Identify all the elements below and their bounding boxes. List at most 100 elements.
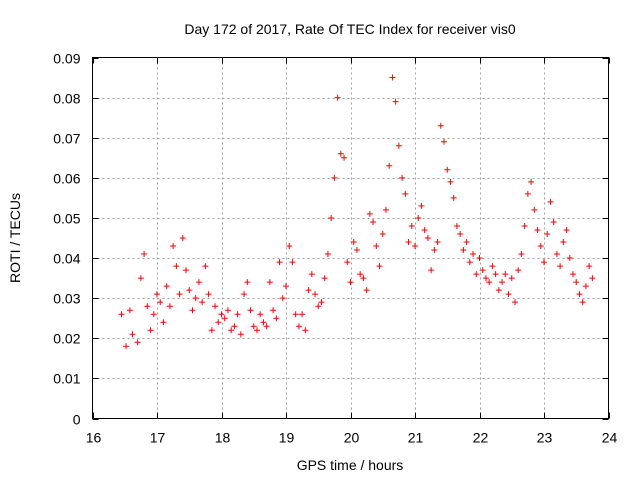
- y-tick-label: 0.08: [53, 91, 80, 107]
- data-point: [234, 311, 241, 318]
- data-point: [199, 299, 206, 306]
- data-point: [170, 243, 177, 250]
- data-point: [550, 218, 557, 225]
- data-point: [366, 210, 373, 217]
- data-point: [434, 239, 441, 246]
- data-point: [321, 275, 328, 282]
- data-point: [308, 271, 315, 278]
- y-tick-label: 0.02: [53, 331, 80, 347]
- data-point: [505, 291, 512, 298]
- x-tick-label: 22: [473, 430, 489, 446]
- y-tick-label: 0.03: [53, 291, 80, 307]
- x-tick-label: 17: [150, 430, 166, 446]
- data-point: [263, 323, 270, 330]
- data-point: [344, 259, 351, 266]
- data-point: [431, 247, 438, 254]
- x-tick-label: 20: [344, 430, 360, 446]
- data-point: [547, 198, 554, 205]
- data-point: [521, 222, 528, 229]
- data-point: [399, 174, 406, 181]
- data-point: [386, 162, 393, 169]
- y-tick-label: 0.01: [53, 371, 80, 387]
- data-point: [582, 283, 589, 290]
- y-tick-label: 0.09: [53, 51, 80, 67]
- data-point: [415, 214, 422, 221]
- data-point: [586, 263, 593, 270]
- data-point: [412, 243, 418, 250]
- grid-lines: [92, 57, 609, 419]
- data-point: [179, 235, 186, 241]
- data-point: [154, 291, 160, 298]
- y-tick-label: 0.07: [53, 131, 80, 147]
- data-point: [231, 323, 238, 330]
- data-point: [129, 331, 136, 338]
- data-point: [479, 267, 486, 274]
- data-point: [331, 174, 338, 181]
- data-point: [444, 166, 451, 173]
- x-tick-labels: 16 17 18 19 20 21 22 23 24: [86, 430, 618, 446]
- x-tick-label: 18: [215, 430, 231, 446]
- data-point: [166, 303, 173, 310]
- data-points: [118, 74, 596, 350]
- data-point: [144, 303, 151, 310]
- data-point: [541, 259, 547, 266]
- data-point: [176, 291, 183, 298]
- data-point: [463, 239, 470, 246]
- y-axis-label: ROTI / TECUs: [7, 193, 23, 283]
- data-point: [421, 226, 428, 233]
- data-point: [118, 311, 125, 318]
- data-point: [441, 138, 448, 145]
- data-point: [328, 214, 335, 221]
- data-point: [126, 307, 133, 314]
- data-point: [418, 202, 425, 209]
- data-point: [560, 239, 567, 246]
- data-point: [270, 307, 277, 314]
- data-point: [279, 295, 286, 302]
- data-point: [334, 94, 341, 101]
- data-point: [257, 311, 264, 318]
- data-point: [573, 279, 580, 286]
- data-point: [450, 194, 457, 201]
- data-point: [395, 142, 402, 149]
- data-point: [208, 327, 215, 334]
- data-point: [518, 251, 525, 258]
- chart-title: Day 172 of 2017, Rate Of TEC Index for r…: [184, 21, 515, 37]
- data-point: [312, 291, 319, 298]
- data-point: [241, 291, 248, 298]
- data-point: [157, 299, 164, 306]
- data-point: [141, 251, 148, 258]
- data-point: [424, 235, 431, 241]
- x-tick-label: 19: [279, 430, 295, 446]
- data-point: [318, 299, 325, 306]
- data-point: [341, 154, 348, 161]
- data-point: [473, 271, 480, 278]
- data-point: [457, 230, 464, 237]
- x-tick-label: 23: [537, 430, 553, 446]
- data-point: [489, 263, 496, 270]
- data-point: [212, 303, 219, 310]
- data-point: [299, 311, 306, 318]
- data-point: [150, 311, 157, 318]
- data-point: [570, 271, 577, 278]
- data-point: [557, 263, 564, 270]
- data-point: [486, 279, 493, 286]
- data-point: [357, 271, 364, 278]
- data-point: [363, 287, 370, 294]
- data-point: [492, 271, 499, 278]
- data-point: [524, 190, 531, 197]
- data-point: [528, 178, 535, 185]
- data-point: [189, 307, 196, 314]
- data-point: [186, 287, 193, 294]
- data-point: [221, 315, 228, 322]
- data-point: [244, 279, 251, 286]
- data-point: [173, 263, 180, 270]
- y-tick-label: 0.05: [53, 211, 80, 227]
- data-point: [370, 218, 377, 225]
- data-point: [289, 259, 296, 266]
- data-point: [253, 327, 260, 334]
- data-point: [286, 243, 293, 250]
- data-point: [260, 319, 267, 326]
- data-point: [566, 255, 573, 262]
- data-point: [202, 263, 209, 270]
